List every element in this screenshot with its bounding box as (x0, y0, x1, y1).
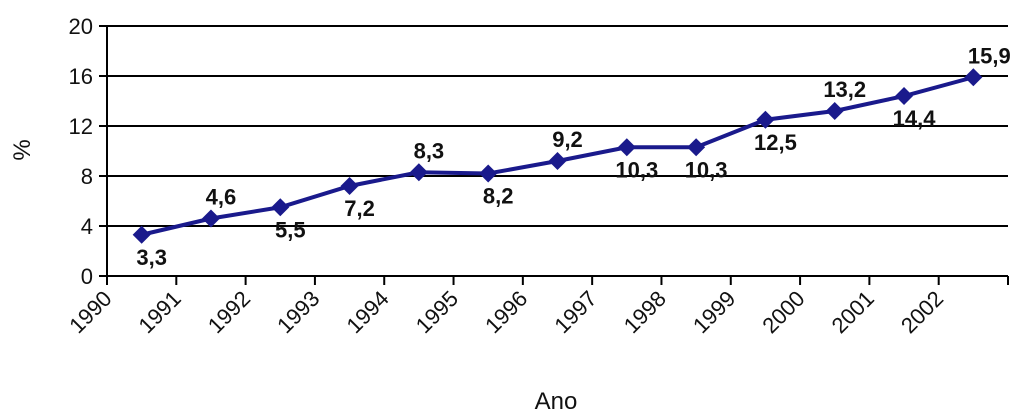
data-label: 3,3 (136, 245, 167, 270)
data-point (479, 164, 498, 183)
data-label: 8,2 (483, 184, 514, 209)
axes (99, 25, 1009, 285)
data-label: 10,3 (615, 157, 658, 182)
x-tick-labels: 1990 1991 1992 1993 1994 1995 1996 1997 1998 1999… (64, 286, 948, 338)
data-point (756, 110, 775, 129)
x-tick-label: 1992 (203, 286, 255, 338)
data-labels: 3,3 4,6 5,5 7,2 8,3 8,2 9,2 10,3 10,3 12,5 13,2 14,… (136, 43, 1010, 270)
x-tick-label: 2001 (827, 286, 879, 338)
data-point (548, 152, 567, 170)
x-tick-label: 1997 (549, 286, 601, 338)
y-tick-label: 20 (69, 14, 93, 39)
x-tick-label: 1999 (688, 286, 740, 338)
y-tick-label: 8 (81, 164, 93, 189)
x-axis-title: Ano (535, 388, 578, 415)
x-tick-label: 1994 (341, 286, 393, 338)
x-tick-label: 1993 (272, 286, 324, 338)
data-point (340, 177, 359, 195)
y-tick-label: 4 (81, 214, 93, 239)
data-point (895, 87, 914, 105)
x-tick-label: 1995 (411, 286, 463, 338)
series (132, 68, 983, 244)
data-label: 12,5 (754, 130, 797, 155)
x-tick-label: 1998 (619, 286, 671, 338)
x-tick-label: 1990 (64, 286, 116, 338)
y-tick-label: 16 (69, 64, 93, 89)
y-tick-labels: 0 4 8 12 16 20 (69, 14, 93, 289)
data-label: 7,2 (344, 196, 375, 221)
data-label: 15,9 (968, 43, 1011, 68)
y-tick-label: 0 (81, 264, 93, 289)
data-label: 8,3 (414, 138, 445, 163)
y-axis-title: % (9, 139, 36, 160)
data-point (825, 102, 844, 120)
data-label: 10,3 (685, 157, 728, 182)
data-point (617, 138, 636, 157)
x-tick-label: 1996 (480, 286, 532, 338)
data-point (409, 163, 428, 182)
data-point (271, 198, 290, 217)
data-label: 4,6 (206, 185, 237, 210)
data-point (201, 209, 220, 228)
data-label: 9,2 (552, 127, 583, 152)
data-label: 13,2 (823, 77, 866, 102)
data-point (964, 68, 983, 87)
x-tick-label: 2000 (757, 286, 809, 338)
data-label: 5,5 (275, 217, 306, 242)
data-point (132, 225, 151, 244)
y-tick-label: 12 (69, 114, 93, 139)
data-point (687, 138, 706, 157)
gridlines (107, 25, 1008, 227)
x-tick-label: 1991 (134, 286, 186, 338)
x-tick-label: 2002 (896, 286, 948, 338)
data-label: 14,4 (893, 106, 937, 131)
